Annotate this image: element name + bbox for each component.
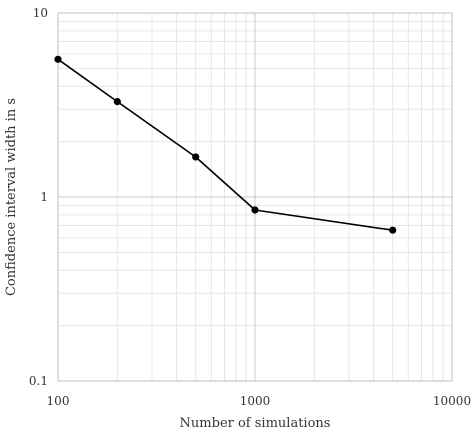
x-tick-labels: 100 1000 10000: [47, 394, 472, 408]
x-tick-label: 10000: [433, 394, 471, 408]
plot-frame: [57, 12, 453, 382]
y-tick-label: 0.1: [29, 374, 48, 388]
y-tick-label: 1: [40, 190, 48, 204]
data-point: [54, 55, 62, 63]
y-tick-labels: 10 1 0.1: [29, 6, 48, 388]
x-tick-label: 1000: [240, 394, 271, 408]
x-axis-label: Number of simulations: [180, 416, 331, 431]
data-point: [389, 226, 397, 234]
series-line: [57, 58, 393, 231]
y-tick-label: 10: [33, 6, 48, 20]
data-point: [251, 206, 259, 214]
data-point: [192, 153, 200, 161]
y-axis-label: Confidence interval width in s: [4, 98, 19, 296]
data-point: [113, 97, 121, 106]
x-tick-label: 100: [47, 394, 70, 408]
grid: [57, 12, 453, 382]
series-layer: [54, 55, 397, 234]
